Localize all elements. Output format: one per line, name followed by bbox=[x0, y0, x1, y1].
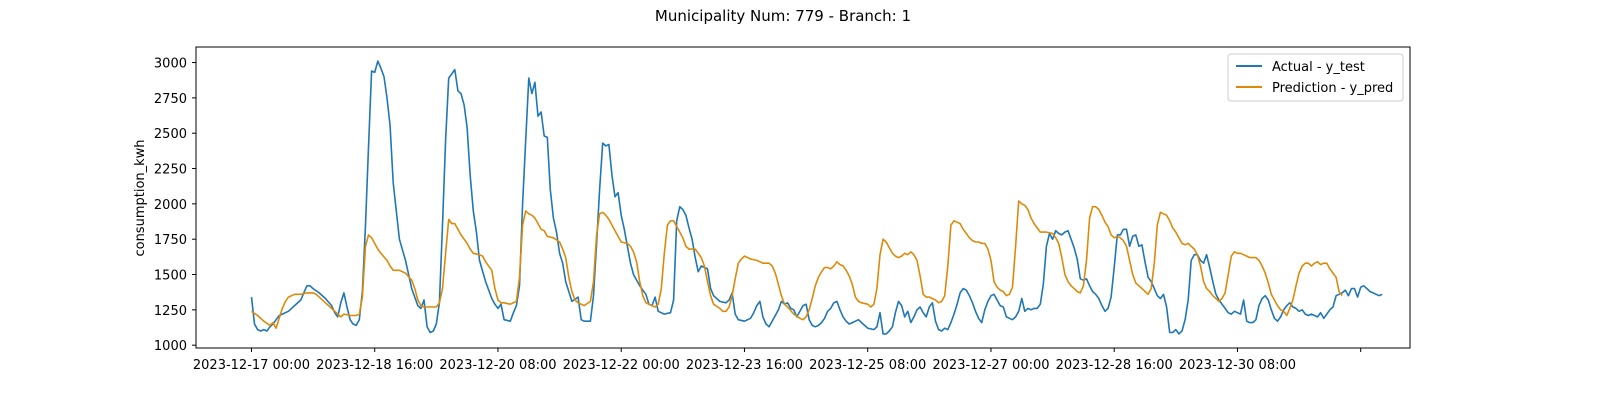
y-tick-label: 2500 bbox=[154, 127, 187, 142]
y-tick-label: 3000 bbox=[154, 57, 187, 72]
x-tick-label: 2023-12-27 00:00 bbox=[932, 358, 1049, 373]
x-tick-label: 2023-12-17 00:00 bbox=[193, 358, 310, 373]
legend-label-actual: Actual - y_test bbox=[1272, 60, 1365, 75]
x-tick-label: 2023-12-30 08:00 bbox=[1179, 358, 1296, 373]
x-tick-label: 2023-12-18 16:00 bbox=[316, 358, 433, 373]
y-tick-label: 1250 bbox=[154, 304, 187, 319]
y-tick-label: 1500 bbox=[154, 269, 187, 284]
y-axis: 1000 1250 1500 1750 2000 2250 2500 2750 3000 bbox=[154, 57, 196, 355]
series-line-actual bbox=[252, 61, 1383, 334]
y-tick-label: 1000 bbox=[154, 339, 187, 354]
y-axis-label: consumption_kwh bbox=[133, 139, 148, 256]
legend-label-prediction: Prediction - y_pred bbox=[1272, 81, 1393, 96]
series-layer bbox=[252, 61, 1383, 334]
x-tick-label: 2023-12-25 08:00 bbox=[809, 358, 926, 373]
y-tick-label: 2750 bbox=[154, 92, 187, 107]
y-tick-label: 2250 bbox=[154, 163, 187, 178]
chart-title: Municipality Num: 779 - Branch: 1 bbox=[655, 7, 911, 25]
x-tick-label: 2023-12-23 16:00 bbox=[686, 358, 803, 373]
legend: Actual - y_test Prediction - y_pred bbox=[1228, 54, 1403, 101]
x-tick-label: 2023-12-22 00:00 bbox=[563, 358, 680, 373]
series-line-prediction bbox=[252, 201, 1343, 328]
x-tick-label: 2023-12-20 08:00 bbox=[439, 358, 556, 373]
x-axis: 2023-12-17 00:00 2023-12-18 16:00 2023-12-… bbox=[193, 348, 1361, 373]
y-tick-label: 1750 bbox=[154, 233, 187, 248]
y-tick-label: 2000 bbox=[154, 198, 187, 213]
x-tick-label: 2023-12-28 16:00 bbox=[1056, 358, 1173, 373]
